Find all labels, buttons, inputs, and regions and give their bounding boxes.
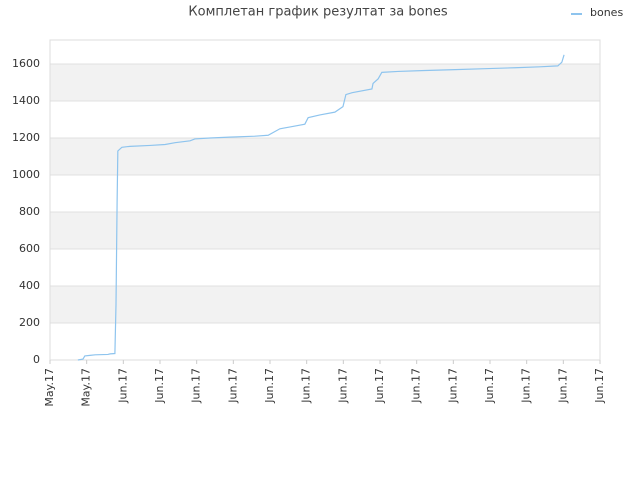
y-tick-label: 1400 <box>12 94 40 107</box>
y-tick-label: 200 <box>19 316 40 329</box>
legend-label: bones <box>590 6 623 19</box>
x-tick-label: Jun.17 <box>593 368 606 404</box>
x-tick-label: Jun.17 <box>373 368 386 404</box>
y-tick-label: 1000 <box>12 168 40 181</box>
y-tick-label: 400 <box>19 279 40 292</box>
x-tick-label: Jun.17 <box>116 368 129 404</box>
x-tick-label: Jun.17 <box>226 368 239 404</box>
x-tick-label: May.17 <box>43 368 56 407</box>
x-tick-label: Jun.17 <box>520 368 533 404</box>
y-tick-label: 0 <box>33 353 40 366</box>
y-tick-label: 600 <box>19 242 40 255</box>
y-tick-label: 1200 <box>12 131 40 144</box>
x-tick-label: Jun.17 <box>410 368 423 404</box>
x-tick-label: Jun.17 <box>336 368 349 404</box>
x-tick-label: Jun.17 <box>483 368 496 404</box>
chart-title: Комплетан график резултат за bones <box>188 5 447 20</box>
x-tick-label: May.17 <box>80 368 93 407</box>
x-tick-label: Jun.17 <box>153 368 166 404</box>
y-tick-label: 1600 <box>12 57 40 70</box>
x-tick-label: Jun.17 <box>300 368 313 404</box>
x-tick-label: Jun.17 <box>263 368 276 404</box>
x-tick-label: Jun.17 <box>190 368 203 404</box>
y-tick-label: 800 <box>19 205 40 218</box>
x-tick-label: Jun.17 <box>556 368 569 404</box>
band <box>50 64 600 102</box>
band <box>50 138 600 176</box>
band <box>50 286 600 324</box>
plot-border <box>49 39 601 361</box>
band <box>50 212 600 250</box>
series-line <box>77 54 565 361</box>
x-tick-label: Jun.17 <box>446 368 459 404</box>
